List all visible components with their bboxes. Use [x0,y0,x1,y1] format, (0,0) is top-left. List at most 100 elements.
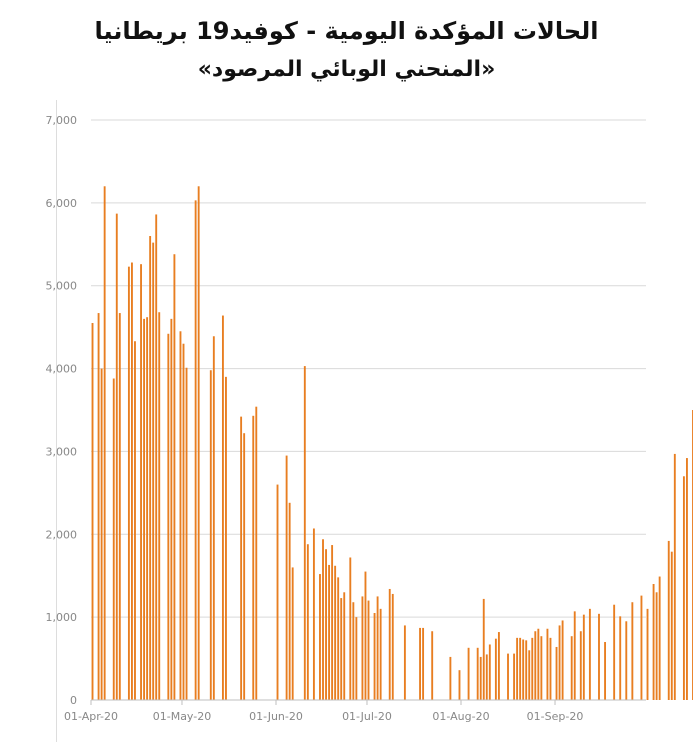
bar [322,539,324,700]
bar [349,557,352,700]
bar [131,262,133,700]
bar [546,628,549,700]
bar [152,242,155,700]
bar [522,639,525,700]
bar [312,528,315,700]
bar [303,366,306,700]
bar [276,484,279,700]
chart-frame-line [56,100,57,742]
bar [513,653,516,700]
bar [112,378,115,700]
bar [598,613,600,700]
bar [252,415,255,700]
bar [352,602,355,700]
bar [240,416,243,700]
chart-title-block: الحالات المؤكدة اليومية - كوفيد19 بريطان… [0,12,693,88]
bar [625,621,628,700]
bar [170,318,173,700]
bar [682,476,685,700]
bar [197,186,200,701]
bar [537,628,540,700]
bar [328,564,331,700]
bar [91,323,94,700]
x-tick-label: 01-Apr-20 [64,710,118,723]
bar [631,602,634,700]
bar [516,637,519,700]
bar [670,551,673,700]
bar [582,614,585,700]
bar [561,620,564,700]
bar [573,611,576,700]
bar [507,653,509,700]
bar [146,317,149,700]
bar [127,266,130,700]
x-tick-label: 01-May-20 [153,710,211,723]
bar [225,376,227,700]
bar [613,604,616,700]
x-tick-label: 01-Jun-20 [249,710,303,723]
bar [337,577,340,700]
bar [167,333,170,700]
bar [182,343,185,700]
bar [476,647,479,700]
bar [115,213,118,700]
bar [155,214,158,700]
bar [525,640,528,700]
bar [528,650,531,700]
y-tick-label: 1,000 [46,611,78,624]
bar [243,433,246,700]
y-tick-label: 6,000 [46,197,78,210]
bar [212,336,215,700]
bar [494,638,497,700]
bar [604,642,606,700]
bar [367,600,370,700]
bar [179,331,182,700]
bar [334,565,337,700]
bar [652,584,655,700]
bar [391,593,394,700]
bar [194,200,197,700]
bar [325,549,327,700]
bar [388,588,391,700]
bar [379,608,382,700]
bar [531,637,534,700]
bar [431,631,434,700]
chart-subtitle: «المنحني الوبائي المرصود» [197,57,496,82]
bar [355,617,358,700]
bar [686,458,688,700]
bar [134,341,136,700]
bar [221,315,224,700]
bar [319,574,321,700]
bar [118,313,121,700]
bar [485,654,488,700]
bar [519,637,522,700]
y-tick-label: 4,000 [46,363,78,376]
chart-title: الحالات المؤكدة اليومية - كوفيد19 بريطان… [94,17,599,45]
bar [658,576,661,700]
y-tick-label: 2,000 [46,528,78,541]
bar [403,625,406,700]
bar [100,368,103,700]
y-tick-label: 7,000 [46,114,78,127]
bar [143,318,146,700]
bar [255,406,258,700]
bar [497,632,500,700]
y-tick-label: 0 [70,694,77,707]
bar [422,627,425,700]
bar [306,544,309,700]
bar [467,647,470,700]
bar [158,312,161,700]
bar [103,186,106,701]
bar [97,313,100,700]
bar [558,625,561,700]
bar [570,636,573,700]
x-tick-label: 01-Aug-20 [432,710,489,723]
bar [479,656,482,700]
bar [540,636,543,700]
y-tick-label: 5,000 [46,280,78,293]
x-tick-label: 01-Sep-20 [527,710,584,723]
bar [549,637,552,700]
bar [588,608,591,700]
bar [285,455,288,700]
